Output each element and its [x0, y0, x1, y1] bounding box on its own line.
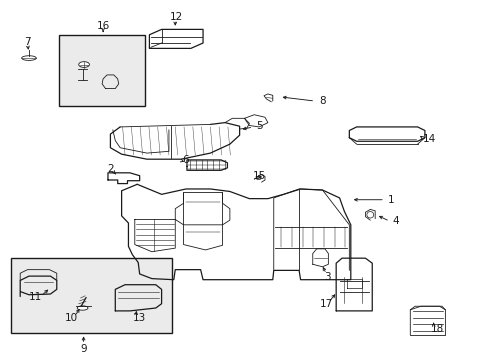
Text: 3: 3	[324, 272, 330, 282]
Text: 1: 1	[386, 195, 393, 205]
Text: 4: 4	[391, 216, 398, 226]
Text: 2: 2	[107, 164, 114, 174]
Text: 13: 13	[133, 313, 146, 323]
Ellipse shape	[21, 56, 36, 60]
Ellipse shape	[77, 306, 88, 310]
Text: 10: 10	[65, 313, 78, 323]
Text: 17: 17	[319, 299, 332, 309]
Text: 11: 11	[29, 292, 42, 302]
Text: 18: 18	[429, 324, 443, 334]
Bar	[59, 35, 144, 107]
Ellipse shape	[256, 177, 261, 180]
Text: 14: 14	[422, 134, 435, 144]
Text: 9: 9	[80, 343, 87, 354]
Ellipse shape	[79, 62, 89, 67]
Text: 12: 12	[169, 12, 183, 22]
Text: 5: 5	[255, 121, 262, 131]
Text: 7: 7	[24, 37, 31, 47]
Text: 16: 16	[96, 21, 109, 31]
Bar	[11, 258, 172, 333]
Text: 15: 15	[252, 171, 265, 181]
Text: 8: 8	[319, 96, 325, 106]
Text: 6: 6	[183, 155, 189, 165]
